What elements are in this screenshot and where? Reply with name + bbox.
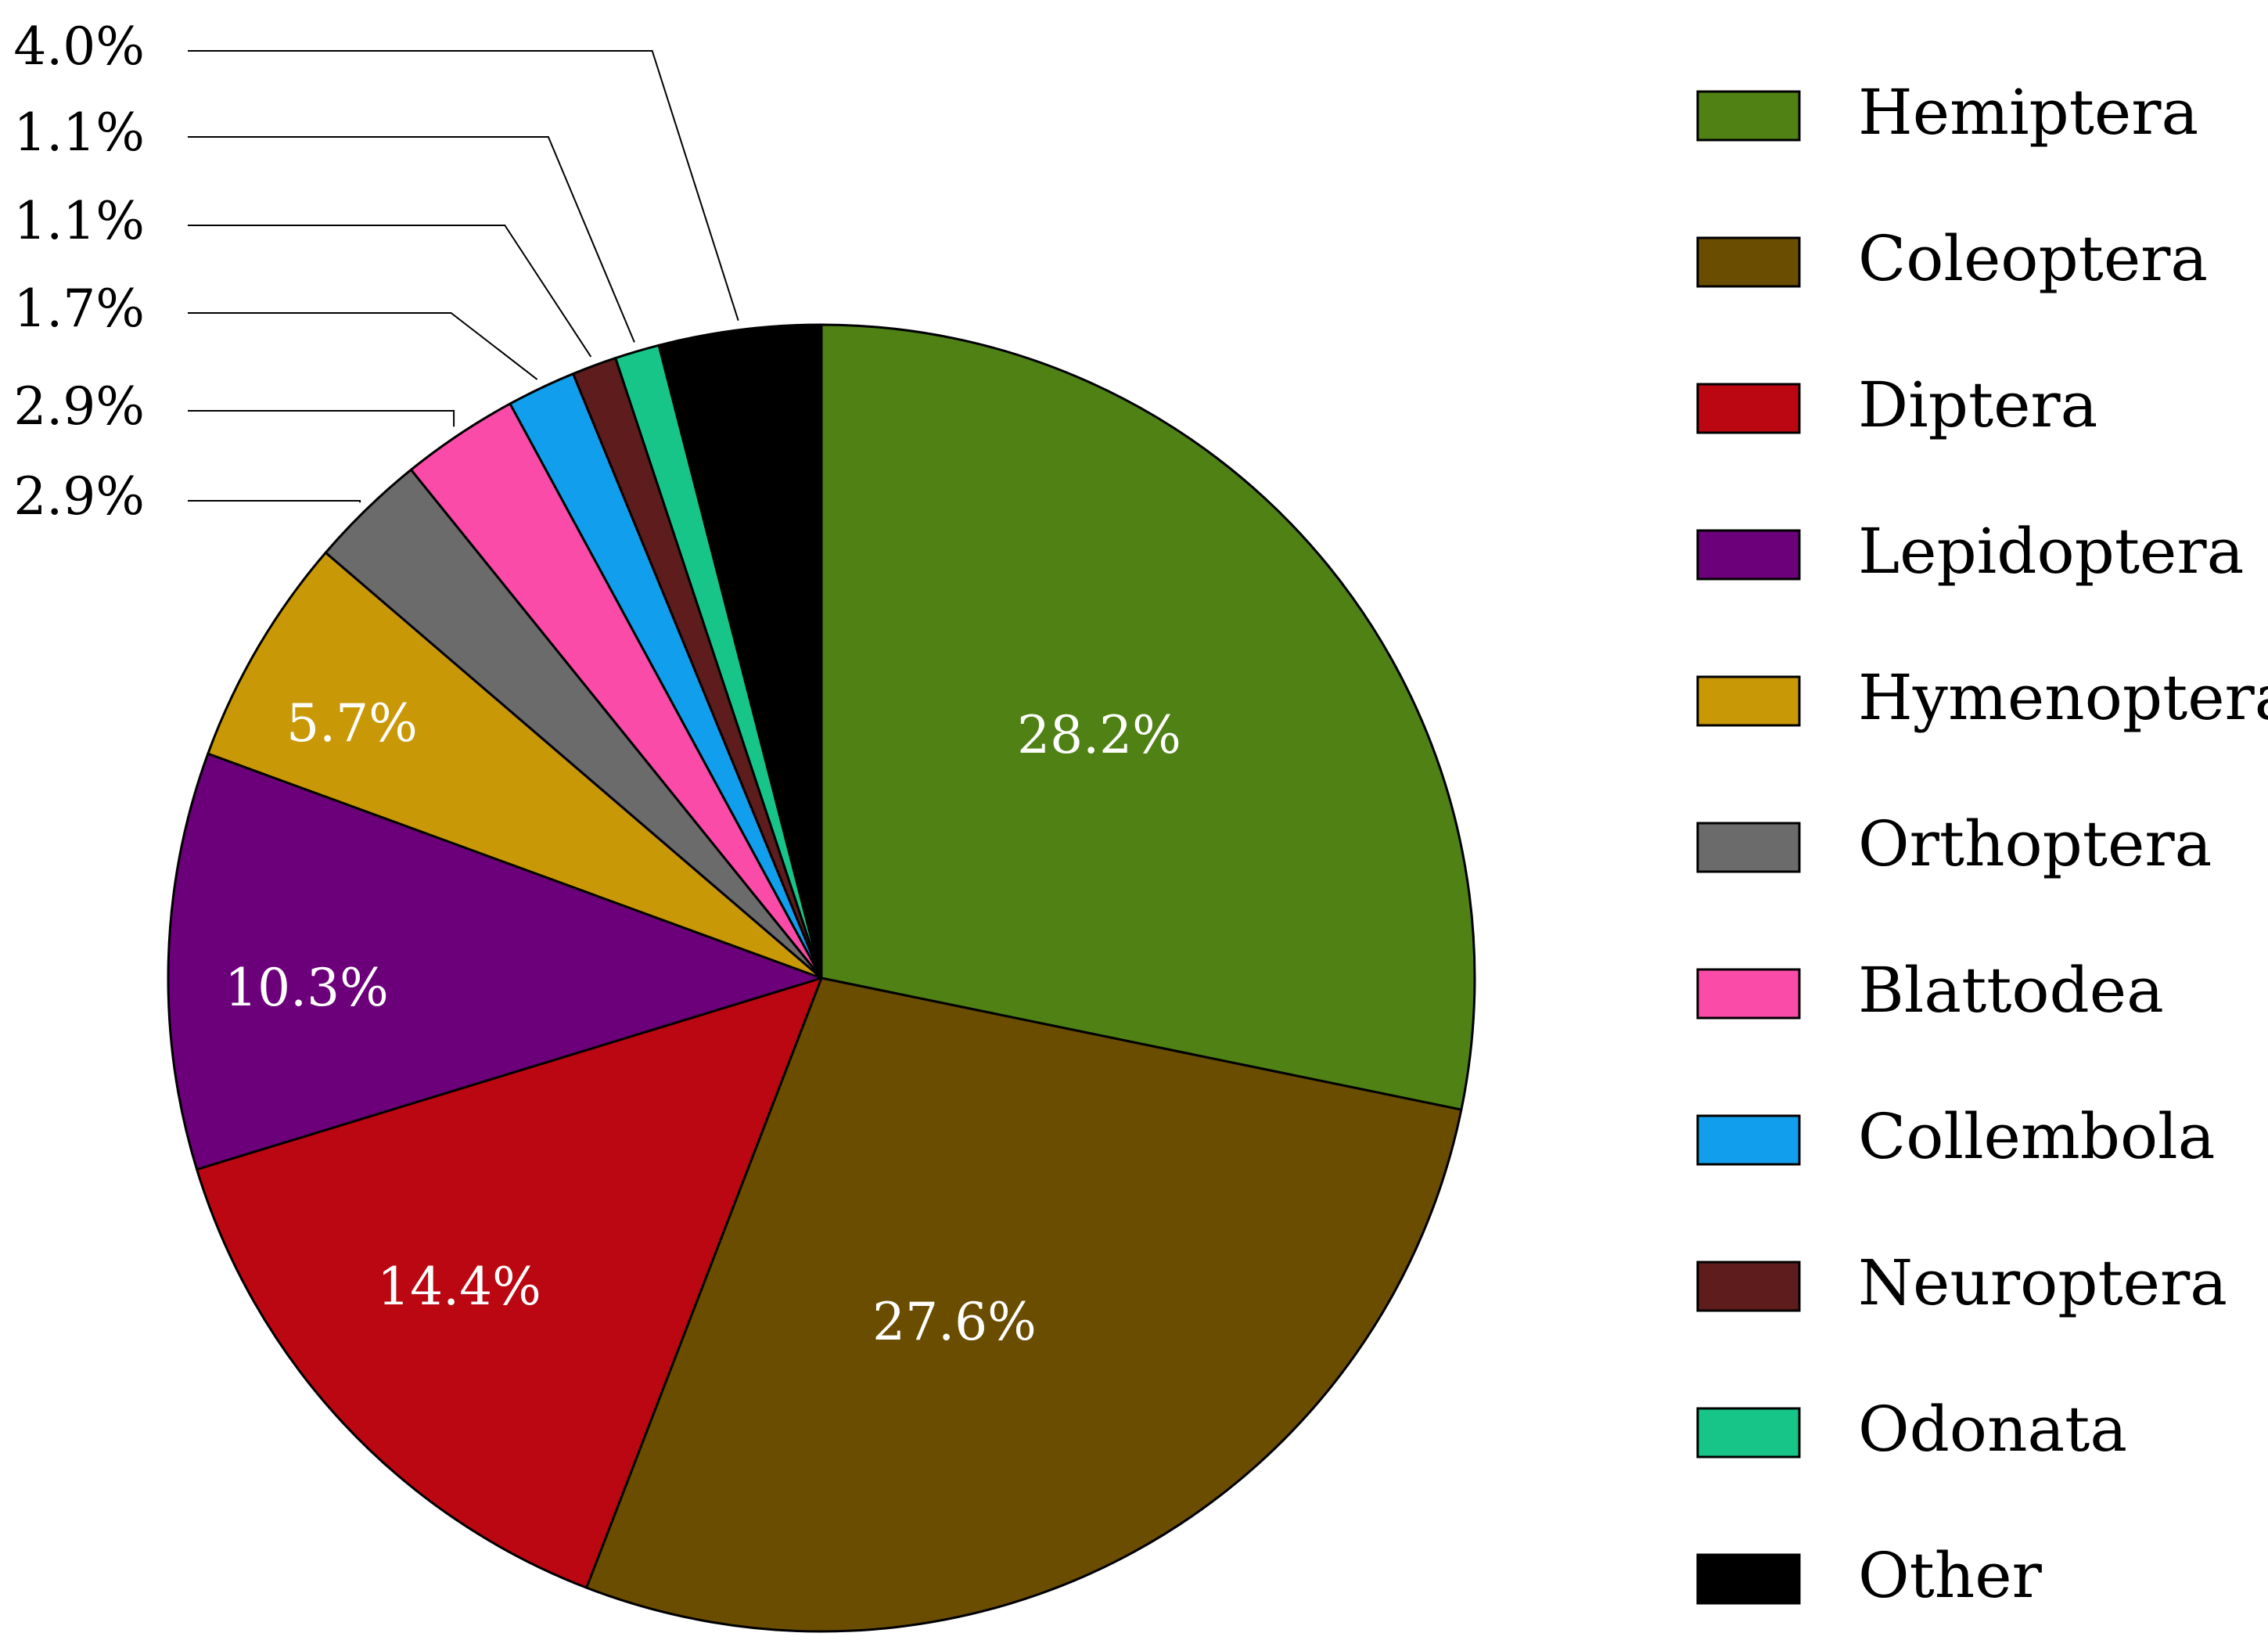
legend-swatch-lepidoptera (1696, 529, 1801, 581)
leader-lines (188, 50, 739, 503)
slice-coleoptera (585, 977, 1463, 1633)
legend-label-orthoptera: Orthoptera (1858, 808, 2212, 880)
legend-item-orthoptera: Orthoptera (1696, 808, 2212, 880)
legend-label-lepidoptera: Lepidoptera (1858, 515, 2244, 588)
legend-swatch-orthoptera (1696, 822, 1801, 873)
slice-labels: 28.2% 27.6% 14.4% 10.3% 5.7% 4.0% 1.1% 1.1% 1.7%… (13, 16, 1181, 1352)
slice-label-hymenoptera: 5.7% (286, 693, 418, 754)
legend-item-hemiptera: Hemiptera (1696, 76, 2198, 149)
legend-swatch-other (1696, 1553, 1801, 1605)
legend-swatch-odonata (1696, 1407, 1801, 1459)
legend-item-collembola: Collembola (1696, 1100, 2215, 1173)
legend-label-neuroptera: Neuroptera (1858, 1246, 2227, 1319)
legend-item-neuroptera: Neuroptera (1696, 1246, 2227, 1319)
leader-line-neuroptera (188, 225, 592, 358)
legend-label-collembola: Collembola (1858, 1100, 2215, 1173)
slice-label-other: 4.0% (13, 16, 145, 77)
slice-label-diptera: 14.4% (377, 1257, 541, 1317)
legend-item-blattodea: Blattodea (1696, 954, 2164, 1027)
slice-label-coleoptera: 27.6% (872, 1292, 1037, 1352)
legend-swatch-coleoptera (1696, 236, 1801, 288)
legend-label-hymenoptera: Hymenoptera (1858, 661, 2268, 734)
legend-label-coleoptera: Coleoptera (1858, 222, 2208, 295)
legend-label-other: Other (1858, 1539, 2043, 1612)
legend-swatch-diptera (1696, 383, 1801, 434)
slice-label-collembola: 1.7% (13, 279, 145, 339)
leader-line-orthoptera (188, 500, 361, 503)
slice-label-lepidoptera: 10.3% (225, 958, 389, 1018)
legend-swatch-neuroptera (1696, 1261, 1801, 1312)
leader-line-collembola (188, 312, 538, 380)
leader-line-odonata (188, 136, 635, 343)
slice-label-odonata: 1.1% (13, 103, 145, 163)
legend-swatch-hemiptera (1696, 90, 1801, 142)
slice-label-hemiptera: 28.2% (1017, 705, 1181, 765)
legend-label-odonata: Odonata (1858, 1393, 2127, 1466)
slice-hymenoptera (207, 551, 823, 980)
legend-item-other: Other (1696, 1539, 2043, 1612)
leader-line-blattodea (188, 410, 455, 427)
legend-item-lepidoptera: Lepidoptera (1696, 515, 2244, 588)
legend-label-diptera: Diptera (1858, 369, 2097, 441)
legend-swatch-hymenoptera (1696, 675, 1801, 727)
slice-diptera (196, 977, 823, 1589)
legend-swatch-collembola (1696, 1114, 1801, 1166)
slice-label-neuroptera: 1.1% (13, 191, 145, 251)
slice-lepidoptera (167, 752, 823, 1171)
leader-line-other (188, 50, 739, 322)
legend-item-diptera: Diptera (1696, 369, 2097, 441)
legend: Hemiptera Coleoptera Diptera Lepidoptera Hym… (1696, 76, 2268, 1612)
slice-label-blattodea: 2.9% (13, 376, 145, 437)
legend-label-blattodea: Blattodea (1858, 954, 2164, 1027)
legend-item-odonata: Odonata (1696, 1393, 2127, 1466)
slice-hemiptera (820, 323, 1476, 1111)
legend-item-hymenoptera: Hymenoptera (1696, 661, 2268, 734)
pie-slices (167, 323, 1476, 1633)
slice-label-orthoptera: 2.9% (13, 466, 145, 527)
legend-swatch-blattodea (1696, 968, 1801, 1020)
legend-item-coleoptera: Coleoptera (1696, 222, 2208, 295)
legend-label-hemiptera: Hemiptera (1858, 76, 2198, 149)
slice-other (657, 323, 823, 980)
